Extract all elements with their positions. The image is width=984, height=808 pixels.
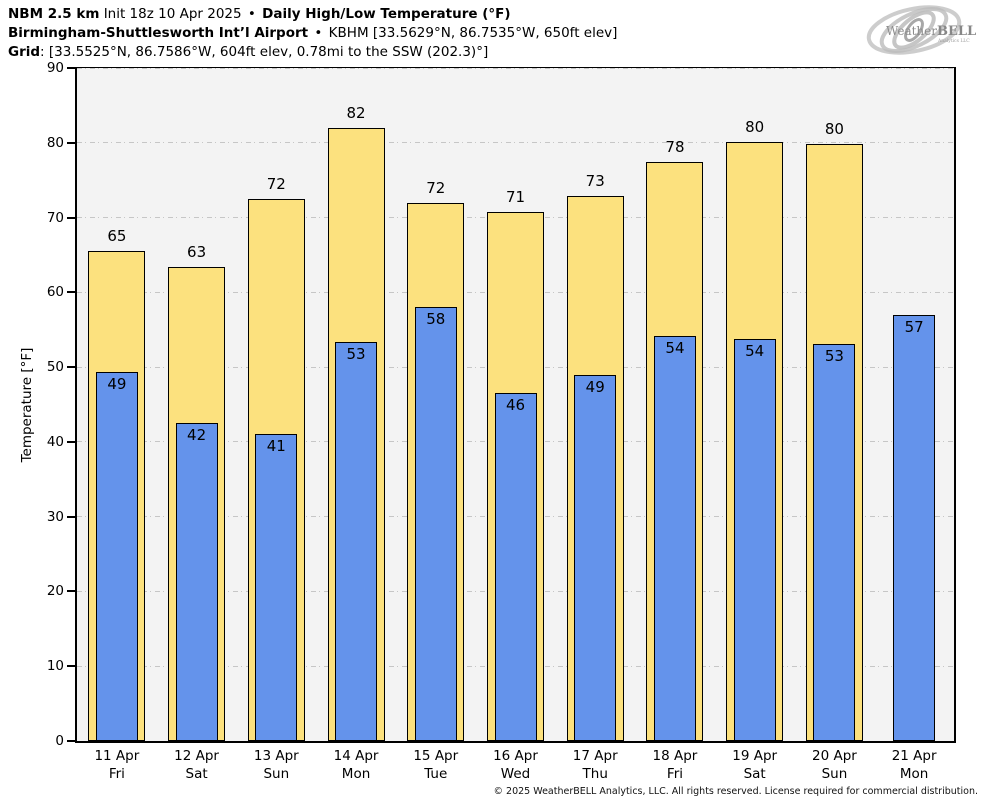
init-time: Init 18z 10 Apr 2025 bbox=[103, 6, 242, 22]
logo-weather-text: Weather bbox=[886, 24, 937, 38]
title-line-1: NBM 2.5 km Init 18z 10 Apr 2025 • Daily … bbox=[8, 5, 617, 24]
x-tick-day: Wed bbox=[500, 766, 531, 782]
x-tick-date: 21 Apr bbox=[891, 748, 937, 764]
high-value-label: 78 bbox=[665, 138, 685, 157]
x-tick-day: Fri bbox=[666, 766, 683, 782]
low-temp-bar: 49 bbox=[574, 375, 617, 741]
x-tick-day: Sun bbox=[821, 766, 848, 782]
x-axis-labels: 11 Apr Fri 12 Apr Sat 13 Apr Sun 14 Apr Mon 15 A… bbox=[77, 747, 954, 787]
x-tick-label: 12 Apr Sat bbox=[152, 747, 242, 783]
x-tick-date: 13 Apr bbox=[253, 748, 299, 764]
y-tick-mark bbox=[67, 366, 75, 369]
x-tick-label: 21 Apr Mon bbox=[869, 747, 959, 783]
low-temp-bar: 42 bbox=[175, 423, 218, 741]
high-value-label: 80 bbox=[824, 120, 844, 139]
x-tick-day: Mon bbox=[341, 766, 371, 782]
x-tick-label: 13 Apr Sun bbox=[231, 747, 321, 783]
y-tick-mark bbox=[67, 141, 75, 144]
station-details: KBHM [33.5629°N, 86.7535°W, 650ft elev] bbox=[328, 25, 618, 41]
x-tick-label: 18 Apr Fri bbox=[630, 747, 720, 783]
high-value-label: 72 bbox=[426, 179, 446, 198]
x-tick-label: 15 Apr Tue bbox=[391, 747, 481, 783]
low-temp-bar: 49 bbox=[95, 371, 138, 741]
low-temp-bar: 57 bbox=[893, 314, 936, 741]
x-tick-label: 17 Apr Thu bbox=[550, 747, 640, 783]
x-tick-day: Thu bbox=[582, 766, 608, 782]
y-tick-mark bbox=[67, 665, 75, 668]
station-name: Birmingham-Shuttlesworth Int’l Airport bbox=[8, 25, 309, 41]
x-tick-label: 11 Apr Fri bbox=[72, 747, 162, 783]
y-tick-mark bbox=[67, 740, 75, 742]
y-tick-label: 80 bbox=[46, 134, 64, 151]
y-tick-mark bbox=[67, 216, 75, 219]
grid-details: : [33.5525°N, 86.7586°W, 604ft elev, 0.7… bbox=[40, 44, 489, 60]
x-tick-day: Fri bbox=[108, 766, 125, 782]
high-value-label: 65 bbox=[107, 227, 127, 246]
grid-label: Grid bbox=[8, 44, 41, 60]
x-tick-date: 19 Apr bbox=[732, 748, 778, 764]
y-tick-mark bbox=[67, 291, 75, 294]
title-line-2: Birmingham-Shuttlesworth Int’l Airport •… bbox=[8, 24, 617, 43]
x-tick-date: 12 Apr bbox=[174, 748, 219, 764]
y-tick-label: 50 bbox=[46, 359, 64, 376]
hurricane-swirl-icon: WeatherBELL Analytics LLC bbox=[866, 5, 976, 55]
low-temp-bar: 54 bbox=[653, 336, 696, 741]
low-temp-bar: 53 bbox=[813, 343, 856, 741]
y-tick-label: 20 bbox=[46, 583, 64, 600]
y-tick-mark bbox=[67, 515, 75, 518]
low-temp-bar: 41 bbox=[255, 433, 298, 741]
x-tick-date: 20 Apr bbox=[811, 748, 857, 764]
y-tick-label: 40 bbox=[46, 433, 64, 450]
y-tick-label: 10 bbox=[46, 658, 64, 675]
y-tick-label: 70 bbox=[46, 209, 64, 226]
title-separator: • bbox=[247, 6, 256, 22]
x-tick-label: 14 Apr Mon bbox=[311, 747, 401, 783]
y-tick-mark bbox=[67, 67, 75, 69]
product-title: Daily High/Low Temperature (°F) bbox=[262, 6, 511, 22]
copyright-notice: © 2025 WeatherBELL Analytics, LLC. All r… bbox=[493, 786, 978, 797]
y-tick-label: 90 bbox=[46, 60, 64, 76]
x-tick-date: 14 Apr bbox=[333, 748, 379, 764]
x-tick-day: Sat bbox=[185, 766, 208, 782]
gridline-80 bbox=[77, 142, 954, 144]
title-line-3: Grid: [33.5525°N, 86.7586°W, 604ft elev,… bbox=[8, 43, 617, 62]
x-tick-date: 11 Apr bbox=[94, 748, 140, 764]
high-value-label: 82 bbox=[346, 103, 366, 122]
low-temp-bar: 54 bbox=[733, 339, 776, 741]
svg-text:WeatherBELL: WeatherBELL bbox=[886, 24, 976, 39]
high-value-label: 80 bbox=[745, 118, 765, 137]
model-name: NBM 2.5 km bbox=[8, 6, 100, 22]
weatherbell-logo: WeatherBELL Analytics LLC bbox=[862, 2, 978, 58]
high-value-label: 72 bbox=[266, 174, 286, 193]
x-tick-date: 15 Apr bbox=[413, 748, 459, 764]
x-tick-day: Tue bbox=[424, 766, 448, 782]
x-tick-day: Sat bbox=[743, 766, 766, 782]
x-tick-label: 19 Apr Sat bbox=[710, 747, 800, 783]
y-tick-label: 30 bbox=[46, 508, 64, 525]
x-tick-label: 16 Apr Wed bbox=[471, 747, 561, 783]
logo-analytics-text: Analytics LLC bbox=[937, 38, 970, 44]
y-tick-mark bbox=[67, 590, 75, 593]
x-tick-day: Mon bbox=[899, 766, 929, 782]
high-value-label: 71 bbox=[505, 187, 526, 206]
high-value-label: 63 bbox=[187, 242, 207, 261]
plot-area: 65 49 63 42 72 41 82 53 72 58 71 46 73 49 78 54 80 54 80 53… bbox=[75, 67, 956, 743]
low-temp-bar: 46 bbox=[494, 393, 537, 741]
x-tick-day: Sun bbox=[263, 766, 290, 782]
x-tick-label: 20 Apr Sun bbox=[789, 747, 879, 783]
low-temp-bar: 58 bbox=[414, 307, 457, 741]
chart-header: NBM 2.5 km Init 18z 10 Apr 2025 • Daily … bbox=[8, 5, 617, 62]
x-tick-date: 16 Apr bbox=[493, 748, 538, 764]
logo-bell-text: BELL bbox=[937, 24, 976, 39]
y-tick-label: 0 bbox=[55, 733, 64, 749]
high-value-label: 73 bbox=[585, 171, 605, 190]
y-tick-mark bbox=[67, 440, 75, 443]
x-tick-date: 17 Apr bbox=[572, 748, 618, 764]
y-tick-label: 60 bbox=[46, 284, 64, 301]
x-tick-date: 18 Apr bbox=[652, 748, 698, 764]
gridline-90 bbox=[77, 67, 954, 69]
low-temp-bar: 53 bbox=[335, 342, 378, 741]
station-separator: • bbox=[314, 25, 323, 41]
